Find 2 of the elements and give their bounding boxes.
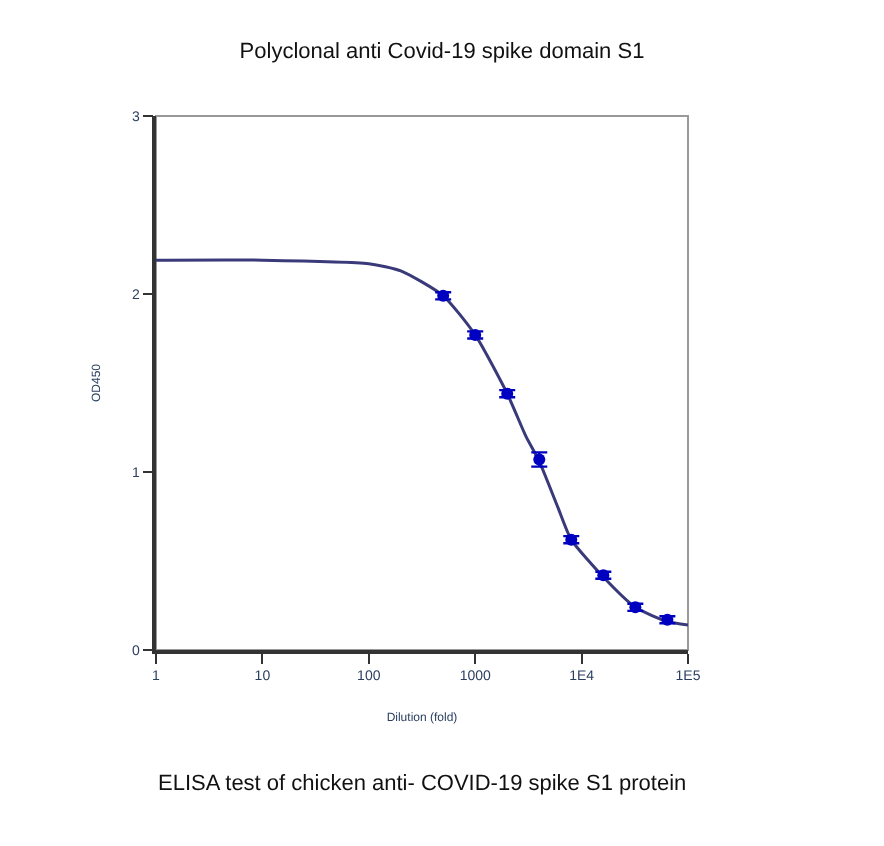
text: ELISA test of chicken anti- COVID-19 spike S1 protein <box>158 772 687 796</box>
chart-title: Polyclonal anti Covid-19 spike domain S1 <box>239 39 645 64</box>
